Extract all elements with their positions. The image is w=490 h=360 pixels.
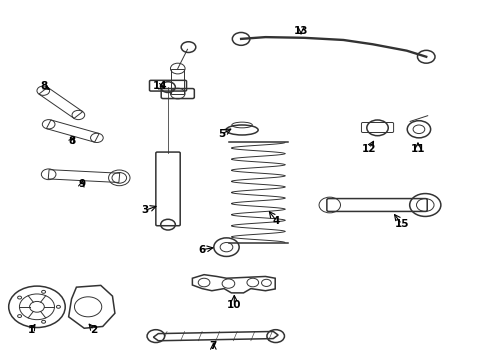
Text: 7: 7 xyxy=(210,341,217,351)
Circle shape xyxy=(18,296,22,299)
Circle shape xyxy=(56,305,60,308)
Text: 14: 14 xyxy=(152,81,167,91)
Circle shape xyxy=(42,320,46,323)
Text: 11: 11 xyxy=(411,144,425,154)
Text: 8: 8 xyxy=(69,136,75,146)
Text: 4: 4 xyxy=(273,216,280,226)
Text: 6: 6 xyxy=(198,245,206,255)
Text: 5: 5 xyxy=(218,129,225,139)
Text: 10: 10 xyxy=(227,300,242,310)
Text: 12: 12 xyxy=(362,144,376,154)
Circle shape xyxy=(42,291,46,293)
Circle shape xyxy=(18,315,22,318)
Text: 2: 2 xyxy=(90,325,98,335)
Text: 1: 1 xyxy=(28,325,35,335)
Text: 9: 9 xyxy=(78,179,85,189)
Text: 13: 13 xyxy=(294,26,308,36)
Text: 15: 15 xyxy=(394,219,409,229)
Text: 8: 8 xyxy=(41,81,48,91)
Text: 3: 3 xyxy=(142,205,149,215)
